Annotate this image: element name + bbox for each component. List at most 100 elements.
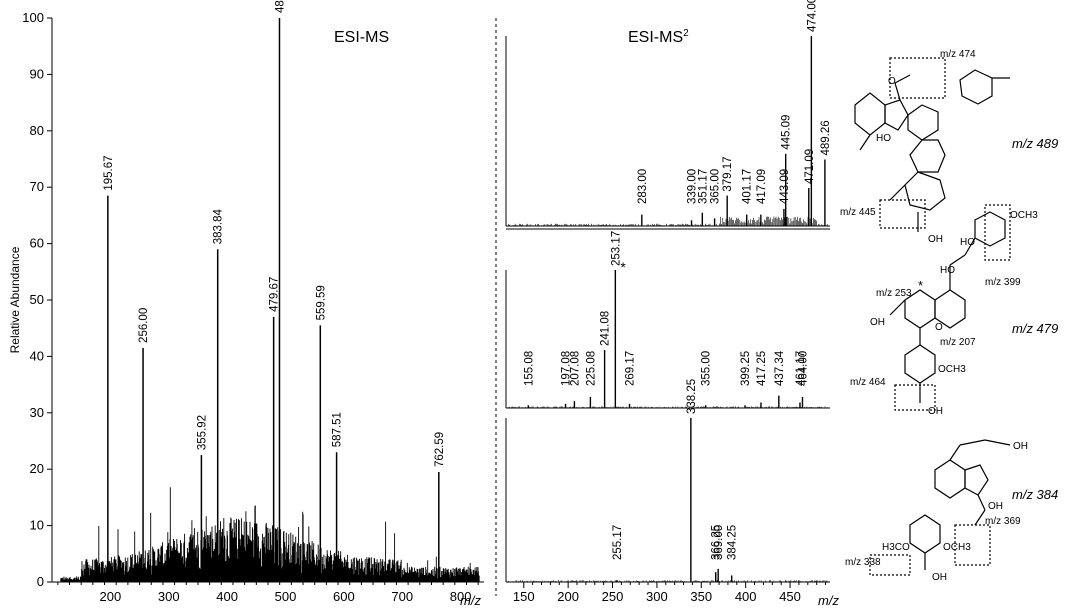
y-tick-label: 100 (22, 10, 44, 25)
ms2-noise (508, 580, 828, 582)
frag-box (869, 554, 911, 576)
frag-label: m/z 474 (940, 49, 976, 60)
ring (854, 92, 886, 136)
ms2-peak-label: 283.00 (637, 169, 649, 204)
peak-label: 383.84 (213, 208, 225, 244)
frag-label: m/z 445 (840, 207, 876, 218)
ms2-x-tick-label: 450 (779, 589, 801, 604)
esi-ms-title: ESI-MS (334, 29, 389, 46)
ring (934, 459, 966, 499)
frag-box (984, 204, 1011, 261)
bond (974, 509, 986, 526)
y-tick-label: 60 (30, 236, 44, 251)
bond (894, 82, 901, 101)
ms2-peak-label: 351.17 (697, 169, 709, 204)
y-tick-label: 20 (30, 461, 44, 476)
ms2-noise (508, 216, 828, 226)
bond (977, 494, 986, 511)
ms2-peak-label: 489.26 (820, 120, 832, 155)
peak-label: 762.59 (434, 432, 446, 467)
structure-489 (854, 57, 1010, 232)
ring (964, 464, 989, 496)
group-label: H3CO (882, 542, 910, 553)
x-tick-label: 500 (275, 589, 297, 604)
group-label: OH (932, 572, 947, 583)
ring (909, 139, 946, 173)
group-label: OH (870, 317, 885, 328)
structure-label-489: m/z 489 (1012, 136, 1058, 151)
bond (949, 254, 966, 266)
group-label: OCH3 (938, 364, 966, 375)
ms2-x-tick-label: 200 (557, 589, 579, 604)
ms2-peak-label: 339.00 (687, 169, 699, 204)
ring (909, 514, 941, 554)
bond (984, 439, 1011, 446)
ms2-x-tick-label: 150 (513, 589, 535, 604)
frag-box (879, 199, 926, 229)
y-tick-label: 80 (30, 123, 44, 138)
y-axis-label: Relative Abundance (8, 246, 22, 353)
y-tick-label: 70 (30, 179, 44, 194)
right-x-axis-label: m/z (818, 593, 839, 608)
bond (949, 444, 961, 461)
ms2-peak-label: 461.17 (795, 351, 807, 386)
ring (907, 104, 939, 141)
frag-label: m/z 253 (876, 288, 912, 299)
bond (959, 439, 986, 446)
ms2-peak-label: 225.08 (585, 351, 597, 386)
group-label: HO (940, 265, 955, 276)
baseline-noise (60, 487, 480, 582)
ring (904, 344, 936, 384)
structure-479 (889, 204, 1011, 411)
frag-label: m/z 399 (985, 277, 1021, 288)
group-label: HO (876, 133, 891, 144)
group-label: HO (960, 237, 975, 248)
y-tick-label: 0 (37, 574, 44, 589)
frag-box (889, 57, 946, 99)
x-tick-label: 600 (333, 589, 355, 604)
group-label: OH (928, 406, 943, 417)
ms2-x-tick-label: 300 (646, 589, 668, 604)
bond (889, 299, 906, 316)
y-tick-label: 10 (30, 518, 44, 533)
peak-label: 195.67 (103, 155, 115, 190)
frag-label: m/z 369 (985, 516, 1021, 527)
group-label: OH (988, 501, 1003, 512)
ring (974, 211, 1006, 247)
ms2-peak-label: 369.00 (713, 525, 725, 560)
ms2-x-tick-label: 250 (602, 589, 624, 604)
ms2-marker: * (620, 259, 626, 275)
bond (894, 74, 911, 84)
bond (859, 134, 871, 151)
frag-marker: * (918, 278, 923, 293)
structure-labels: m/z 489 m/z 479 m/z 384 m/z 474 m/z 445 … (840, 49, 1058, 583)
ring (959, 69, 993, 105)
ms2-peak-label: 437.34 (774, 350, 786, 386)
ms2-peak-label: 197.08 (561, 351, 573, 386)
structures-panel (854, 57, 1011, 576)
group-label: OH (928, 234, 943, 245)
group-label: O (888, 76, 896, 87)
ring (884, 99, 909, 131)
group-label: OCH3 (1010, 210, 1038, 221)
ms2-peak-label: 417.25 (756, 351, 768, 386)
ms2-peak-label: 443.09 (779, 169, 791, 204)
peak-label: 479.67 (269, 277, 281, 312)
frag-label: m/z 207 (940, 337, 976, 348)
ms2-peak-label: 366.25 (711, 525, 723, 560)
y-tick-label: 50 (30, 292, 44, 307)
ms2-peak-label: 379.17 (722, 156, 734, 191)
y-tick-label: 30 (30, 405, 44, 420)
peak-label: 559.59 (315, 285, 327, 320)
ms2-peak-label: 253.17 (610, 231, 622, 266)
ms2-peak-label: 269.17 (625, 351, 637, 386)
structure-label-479: m/z 479 (1012, 321, 1058, 336)
ms2-peak-label: 464.00 (797, 351, 809, 386)
ms2-peak-label: 338.25 (686, 379, 698, 414)
bond (889, 184, 906, 201)
ms2-peak-label: 365.00 (710, 169, 722, 204)
